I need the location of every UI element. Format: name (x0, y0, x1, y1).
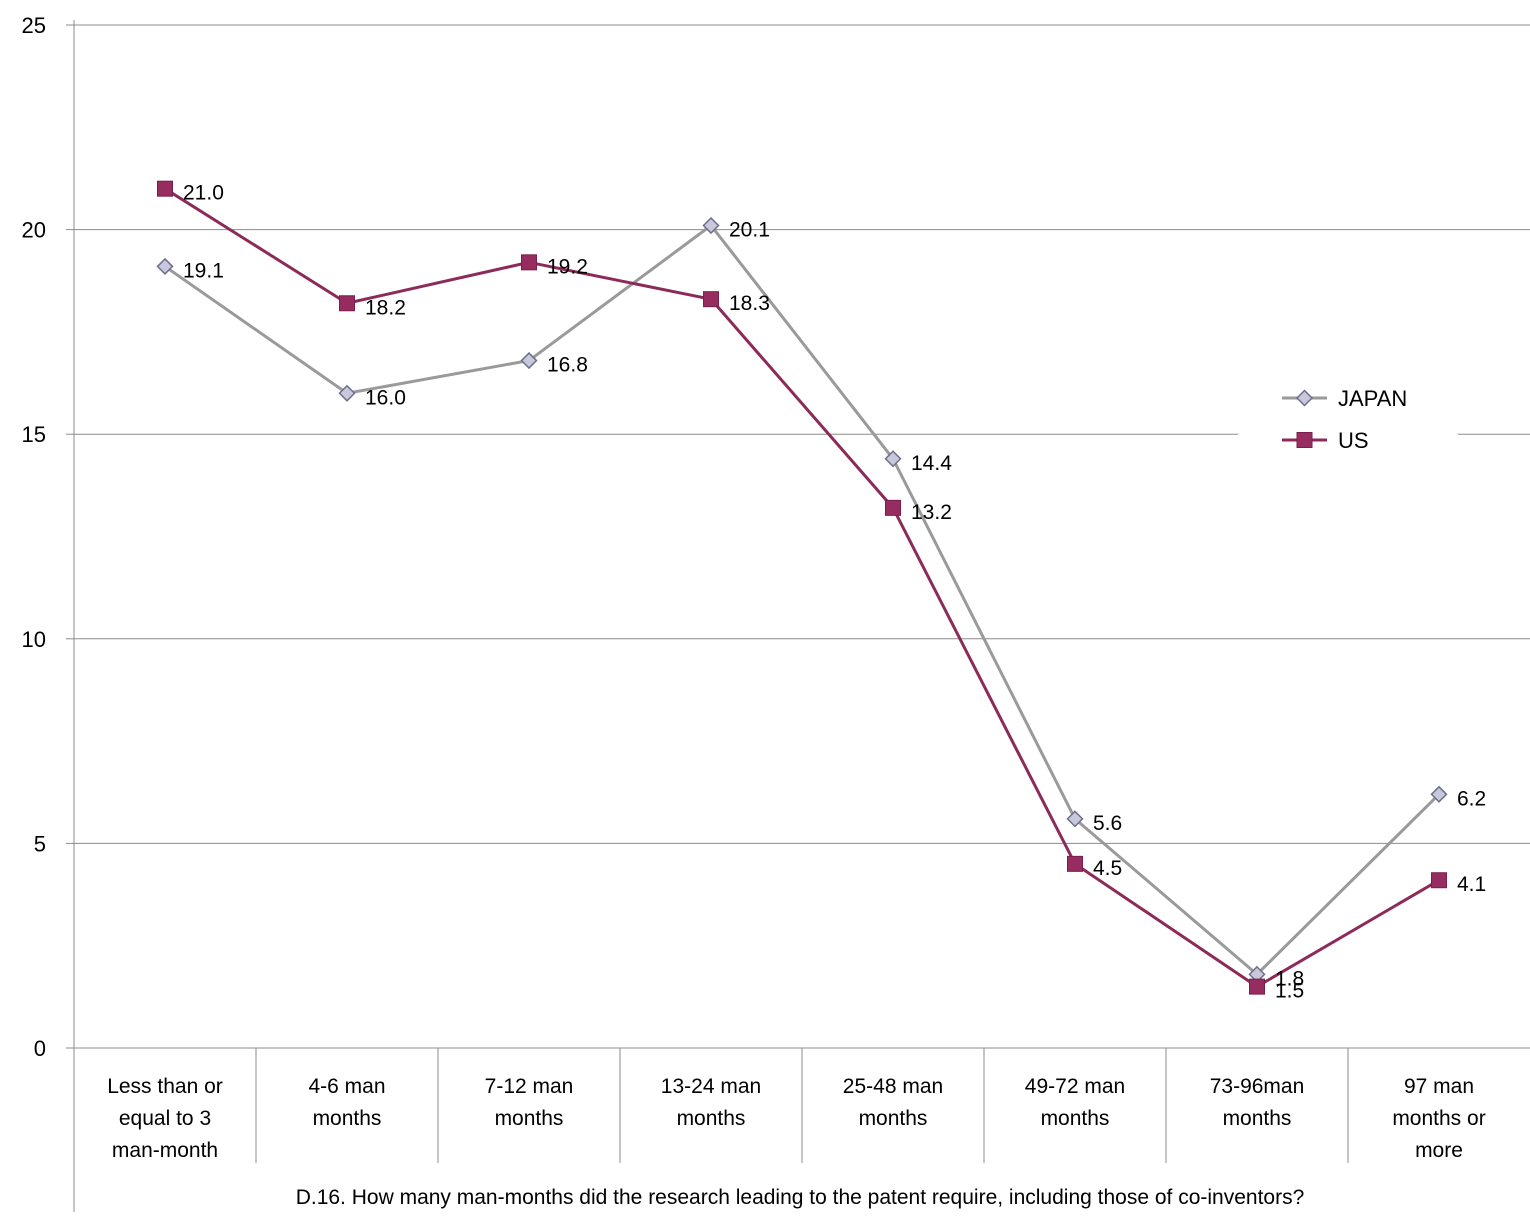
y-tick-label: 10 (22, 627, 46, 652)
data-point-us (703, 291, 719, 308)
x-tick-label: Less than or equal to 3 man-month (107, 1075, 223, 1162)
x-tick-label-line: months (1041, 1107, 1110, 1130)
x-tick-label-line: months (859, 1107, 928, 1130)
legend-marker-us (1296, 432, 1313, 448)
data-label-japan: 1.8 (1275, 967, 1304, 990)
y-tick-label: 15 (22, 422, 46, 447)
data-point-japan (1066, 810, 1084, 828)
x-tick-label-line: months (495, 1107, 564, 1130)
x-tick-label: 73-96man months (1210, 1075, 1305, 1130)
data-point-us (1431, 872, 1447, 889)
data-point-japan (156, 257, 174, 275)
data-label-us: 4.5 (1093, 857, 1122, 880)
data-point-us (885, 499, 901, 516)
data-label-japan: 5.6 (1093, 812, 1122, 835)
x-tick-label: 49-72 man months (1025, 1075, 1125, 1130)
data-point-japan (702, 216, 720, 235)
x-tick-label-line: equal to 3 (119, 1107, 211, 1130)
gridlines (74, 24, 1530, 844)
data-label-us: 13.2 (911, 501, 952, 524)
data-point-us (339, 295, 355, 312)
data-label-japan: 14.4 (911, 452, 952, 475)
data-point-japan (520, 351, 538, 370)
series-lines (164, 187, 1441, 989)
x-tick-label-line: 4-6 man (308, 1075, 385, 1098)
data-labels: 19.1 16.0 16.8 20.1 14.4 5.6 1.8 6.2 21.0 18.2 19.… (183, 182, 1486, 1003)
x-tick-label: 7-12 man months (485, 1075, 574, 1130)
x-tick-label-line: 49-72 man (1025, 1075, 1125, 1098)
x-tick-label-line: 25-48 man (843, 1075, 943, 1098)
series-markers (156, 180, 1448, 995)
y-tick-label: 5 (34, 831, 46, 856)
x-tick-label-line: months (1223, 1107, 1292, 1130)
data-label-us: 21.0 (183, 182, 224, 205)
legend-marker-japan (1295, 389, 1314, 407)
y-tick-label: 20 (22, 218, 46, 243)
data-point-us (1067, 855, 1083, 872)
legend-label-us: US (1338, 428, 1369, 453)
legend-label-japan: JAPAN (1338, 386, 1407, 411)
y-axis-ticks: 0 5 10 15 20 25 (22, 13, 46, 1061)
x-tick-label-line: man-month (112, 1139, 218, 1162)
series-line-japan (164, 224, 1441, 976)
data-label-us: 4.1 (1457, 873, 1486, 896)
x-axis-title: D.16. How many man-months did the resear… (296, 1186, 1305, 1209)
x-tick-label-line: more (1415, 1139, 1463, 1162)
x-tick-label: 4-6 man months (308, 1075, 385, 1130)
x-tick-label-line: months (313, 1107, 382, 1130)
x-tick-label-line: months (677, 1107, 746, 1130)
data-label-us: 19.2 (547, 255, 588, 278)
data-label-japan: 19.1 (183, 259, 224, 282)
x-tick-label-line: 97 man (1404, 1075, 1474, 1098)
data-label-us: 18.2 (365, 296, 406, 319)
data-label-japan: 16.8 (547, 354, 588, 377)
x-tick-label: 13-24 man months (661, 1075, 761, 1130)
y-tick-label: 25 (22, 13, 46, 38)
data-label-us: 1.5 (1275, 980, 1304, 1003)
x-tick-label: 25-48 man months (843, 1075, 943, 1130)
legend: JAPAN US (1238, 372, 1458, 466)
x-tick-label-line: 7-12 man (485, 1075, 574, 1098)
x-tick-label-line: Less than or (107, 1075, 223, 1098)
axes (66, 20, 1530, 1212)
data-point-japan (884, 450, 902, 468)
x-tick-label-line: months or (1392, 1107, 1485, 1130)
data-point-japan (1430, 785, 1448, 803)
data-point-us (521, 254, 537, 271)
data-label-japan: 20.1 (729, 219, 770, 242)
series-line-us (164, 187, 1440, 989)
data-point-us (1249, 978, 1265, 995)
data-label-us: 18.3 (729, 292, 770, 315)
x-axis-categories: Less than or equal to 3 man-month 4-6 man mo… (107, 1075, 1485, 1162)
x-tick-label-line: 13-24 man (661, 1075, 761, 1098)
y-tick-label: 0 (34, 1036, 46, 1061)
data-label-japan: 6.2 (1457, 787, 1486, 810)
x-tick-label: 97 man months or more (1392, 1075, 1485, 1162)
data-point-japan (338, 384, 356, 402)
legend-background (1238, 372, 1458, 466)
x-tick-label-line: 73-96man (1210, 1075, 1305, 1098)
data-point-us (157, 180, 173, 197)
data-label-japan: 16.0 (365, 386, 406, 409)
